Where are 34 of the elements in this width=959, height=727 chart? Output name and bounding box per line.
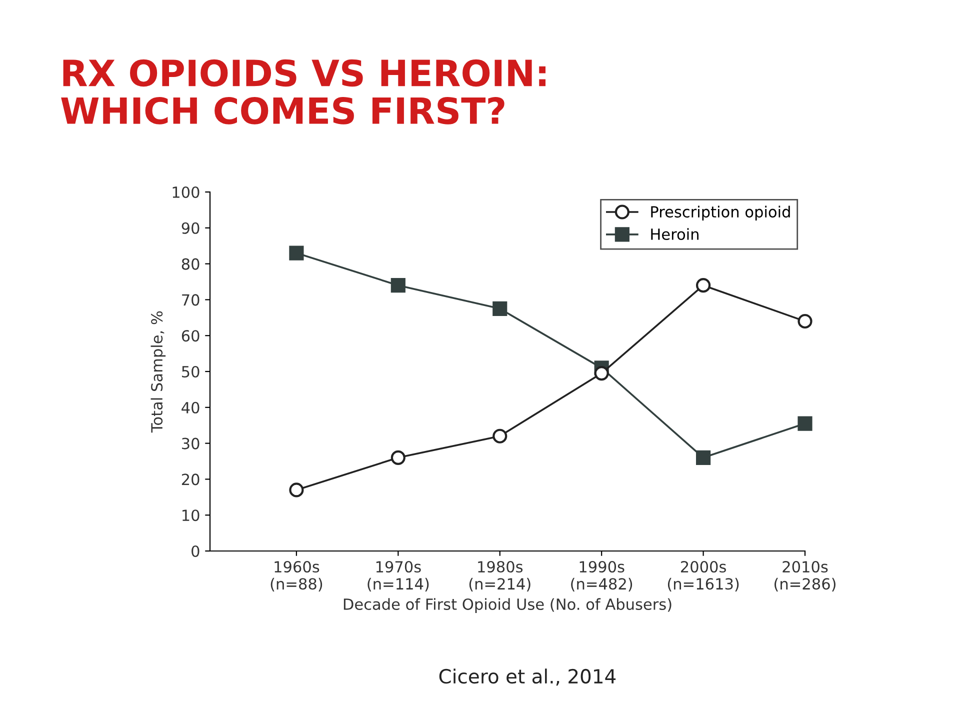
x-tick-label: 1970s (n=114) xyxy=(368,560,429,592)
x-tick-label: 2000s (n=1613) xyxy=(668,560,739,592)
point xyxy=(798,416,812,431)
point xyxy=(390,450,406,465)
y-tick-label: 50 xyxy=(182,366,200,378)
y-tick-label: 40 xyxy=(182,402,200,414)
x-tick-label: 1990s (n=482) xyxy=(571,560,632,592)
y-tick-label: 90 xyxy=(182,222,200,234)
point xyxy=(696,450,711,465)
x-axis-title: Decade of First Opioid Use (No. of Abusers) xyxy=(344,598,672,613)
point xyxy=(390,278,406,293)
y-axis-title: Total Sample, % xyxy=(150,311,166,433)
point xyxy=(289,482,304,498)
point xyxy=(289,246,304,260)
x-tick-label: 1960s (n=88) xyxy=(270,560,322,592)
point xyxy=(492,301,508,316)
y-tick-label: 80 xyxy=(182,258,200,270)
x-tick-label: 1980s (n=214) xyxy=(469,560,530,592)
point xyxy=(798,314,812,329)
legend-label: Heroin xyxy=(651,228,698,240)
legend-label: Prescription opioid xyxy=(651,206,790,221)
point xyxy=(696,278,711,293)
y-tick-label: 30 xyxy=(182,438,200,450)
chart-title: RX OPIOIDS VS HEROIN: WHICH COMES FIRST? xyxy=(61,59,546,124)
point xyxy=(594,366,609,381)
y-tick-label: 70 xyxy=(182,294,200,306)
point xyxy=(492,428,508,444)
x-tick-label: 2010s (n=286) xyxy=(774,560,836,592)
y-tick-label: 60 xyxy=(182,330,200,342)
text: Cicero et al., 2014 xyxy=(439,668,616,686)
y-tick-label: 0 xyxy=(192,545,200,558)
y-tick-label: 100 xyxy=(172,186,200,198)
y-tick-label: 20 xyxy=(182,474,200,486)
y-tick-label: 10 xyxy=(182,510,200,522)
